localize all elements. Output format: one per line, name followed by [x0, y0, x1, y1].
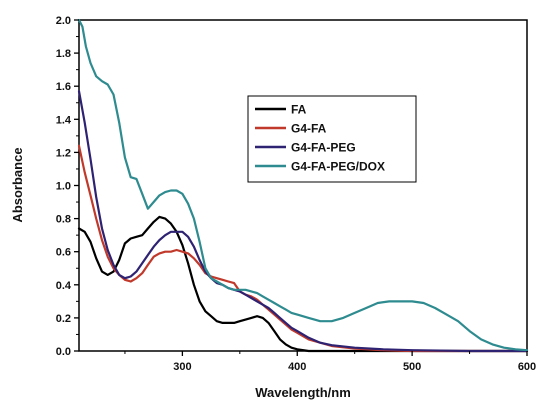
y-tick-label: 0.0	[56, 346, 71, 358]
x-axis-title: Wavelength/nm	[255, 385, 351, 400]
y-tick-label: 1.2	[56, 147, 71, 159]
legend-label-2: G4-FA	[291, 122, 327, 136]
legend-items: FA G4-FA G4-FA-PEG G4-FA-PEG/DOX	[255, 103, 385, 174]
x-axis-ticks: 300 400 500 600	[124, 351, 536, 373]
x-tick-label: 600	[518, 361, 536, 373]
y-tick-label: 1.0	[56, 181, 71, 193]
y-tick-label: 1.6	[56, 81, 71, 93]
y-axis-ticks: 0.0 0.2 0.4 0.6 0.8 1.0 1.2 1.4 1.6 1.8 2.0	[56, 15, 79, 358]
legend-box	[247, 95, 417, 183]
series-line-4	[77, 18, 529, 352]
series-line-1	[77, 215, 529, 353]
legend: FA G4-FA G4-FA-PEG G4-FA-PEG/DOX	[247, 95, 417, 183]
y-tick-label: 2.0	[56, 15, 71, 27]
legend-label-3: G4-FA-PEG	[291, 141, 356, 155]
y-axis-title: Absorbance	[10, 147, 25, 222]
x-tick-label: 300	[173, 361, 191, 373]
series-group	[77, 18, 529, 353]
x-tick-label: 400	[288, 361, 306, 373]
y-tick-label: 1.8	[56, 48, 71, 60]
plot-area: 300 400 500 600 0.0 0.2 0.4 0.6 0.8 1.0 1.2 1.4 1.6…	[56, 15, 536, 373]
plot-frame	[78, 19, 528, 352]
y-tick-label: 0.4	[56, 280, 72, 292]
y-tick-label: 0.8	[56, 214, 71, 226]
x-tick-label: 500	[403, 361, 421, 373]
y-tick-label: 1.4	[56, 114, 72, 126]
y-tick-label: 0.2	[56, 313, 71, 325]
legend-label-4: G4-FA-PEG/DOX	[291, 160, 385, 174]
legend-label-1: FA	[291, 103, 307, 117]
y-tick-label: 0.6	[56, 247, 71, 259]
